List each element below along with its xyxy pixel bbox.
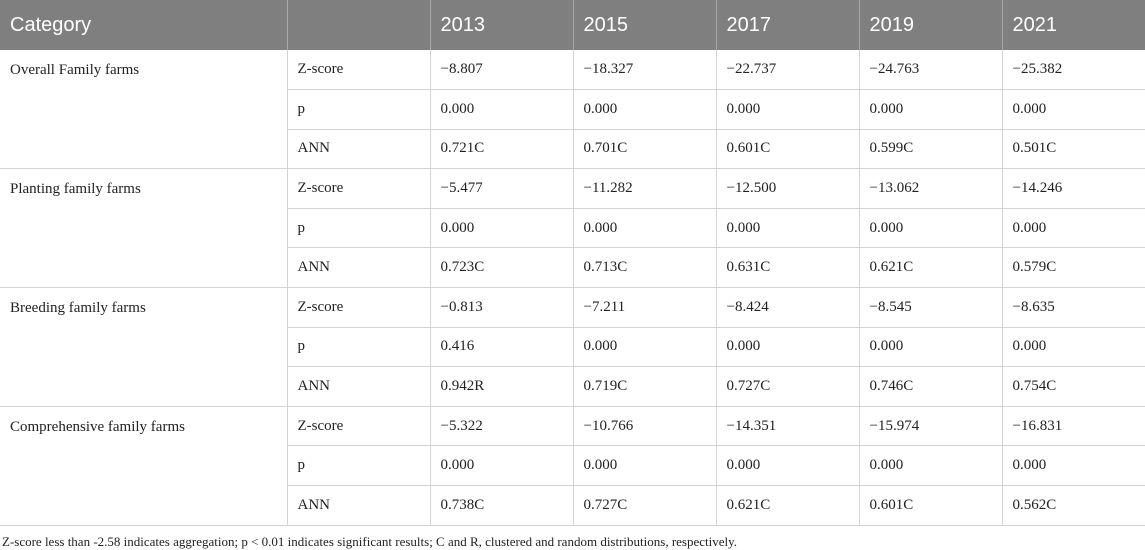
value-cell: 0.723C xyxy=(430,247,574,289)
value-cell: −22.737 xyxy=(716,50,860,91)
metric-cell: ANN xyxy=(287,247,431,289)
value-cell: −18.327 xyxy=(573,50,717,91)
header-year-2013: 2013 xyxy=(430,0,574,50)
value-cell: 0.000 xyxy=(1002,445,1145,487)
value-cell: 0.000 xyxy=(1002,327,1145,368)
value-cell: 0.601C xyxy=(716,129,860,170)
table-row: Planting family farms Z-score −5.477 −11… xyxy=(0,168,1145,289)
value-cell: 0.000 xyxy=(573,89,717,130)
value-cell: −8.635 xyxy=(1002,287,1145,328)
table-row: ANN 0.721C 0.701C 0.601C 0.599C 0.501C xyxy=(0,129,1145,170)
value-cell: 0.501C xyxy=(1002,129,1145,170)
value-cell: 0.000 xyxy=(716,89,860,130)
value-cell: 0.000 xyxy=(573,327,717,368)
header-year-2015: 2015 xyxy=(573,0,717,50)
table-row: ANN 0.738C 0.727C 0.621C 0.601C 0.562C xyxy=(0,485,1145,526)
metric-cell: p xyxy=(287,445,431,487)
table-footnote: Z-score less than -2.58 indicates aggreg… xyxy=(2,533,738,549)
category-cell: Overall Family farms xyxy=(0,50,288,170)
value-cell: 0.713C xyxy=(573,247,717,289)
header-row: Category 2013 2015 2017 2019 2021 xyxy=(0,0,1145,50)
value-cell: −14.351 xyxy=(716,406,860,447)
metric-cell: Z-score xyxy=(287,50,431,91)
header-year-2021: 2021 xyxy=(1002,0,1145,50)
table-row: ANN 0.942R 0.719C 0.727C 0.746C 0.754C xyxy=(0,366,1145,407)
header-year-2017: 2017 xyxy=(716,0,860,50)
value-cell: 0.000 xyxy=(859,327,1003,368)
value-cell: 0.000 xyxy=(430,89,574,130)
value-cell: −15.974 xyxy=(859,406,1003,447)
value-cell: 0.000 xyxy=(859,208,1003,249)
category-cell: Breeding family farms xyxy=(0,287,288,407)
value-cell: 0.000 xyxy=(430,208,574,249)
value-cell: 0.621C xyxy=(716,485,860,526)
value-cell: 0.719C xyxy=(573,366,717,407)
header-year-2019: 2019 xyxy=(859,0,1003,50)
header-metric xyxy=(287,0,431,50)
table-row: Breeding family farms Z-score −0.813 −7.… xyxy=(0,287,1145,407)
value-cell: −7.211 xyxy=(573,287,717,328)
value-cell: −11.282 xyxy=(573,168,717,209)
metric-cell: p xyxy=(287,327,431,368)
value-cell: −16.831 xyxy=(1002,406,1145,447)
value-cell: 0.000 xyxy=(859,89,1003,130)
table-row: p 0.000 0.000 0.000 0.000 0.000 xyxy=(0,208,1145,249)
value-cell: 0.000 xyxy=(859,445,1003,487)
value-cell: 0.000 xyxy=(716,445,860,487)
value-cell: 0.579C xyxy=(1002,247,1145,289)
metric-cell: ANN xyxy=(287,129,431,170)
value-cell: −12.500 xyxy=(716,168,860,209)
value-cell: 0.000 xyxy=(1002,208,1145,249)
header-category: Category xyxy=(0,0,288,50)
value-cell: 0.727C xyxy=(573,485,717,526)
value-cell: 0.631C xyxy=(716,247,860,289)
metric-cell: ANN xyxy=(287,366,431,407)
value-cell: −8.545 xyxy=(859,287,1003,328)
value-cell: 0.599C xyxy=(859,129,1003,170)
value-cell: −8.424 xyxy=(716,287,860,328)
category-cell: Comprehensive family farms xyxy=(0,406,288,526)
value-cell: 0.727C xyxy=(716,366,860,407)
value-cell: 0.942R xyxy=(430,366,574,407)
value-cell: 0.601C xyxy=(859,485,1003,526)
metric-cell: p xyxy=(287,208,431,249)
table-row: p 0.416 0.000 0.000 0.000 0.000 xyxy=(0,327,1145,368)
value-cell: −10.766 xyxy=(573,406,717,447)
table-row: p 0.000 0.000 0.000 0.000 0.000 xyxy=(0,445,1145,487)
value-cell: 0.701C xyxy=(573,129,717,170)
value-cell: −0.813 xyxy=(430,287,574,328)
table-row: Comprehensive family farms Z-score −5.32… xyxy=(0,406,1145,526)
metric-cell: Z-score xyxy=(287,168,431,209)
value-cell: 0.000 xyxy=(716,327,860,368)
metric-cell: Z-score xyxy=(287,406,431,447)
metric-cell: Z-score xyxy=(287,287,431,328)
value-cell: 0.738C xyxy=(430,485,574,526)
value-cell: 0.000 xyxy=(430,445,574,487)
value-cell: −25.382 xyxy=(1002,50,1145,91)
value-cell: 0.721C xyxy=(430,129,574,170)
value-cell: 0.416 xyxy=(430,327,574,368)
metric-cell: p xyxy=(287,89,431,130)
results-table: Category 2013 2015 2017 2019 2021 Overal… xyxy=(0,0,1145,526)
table-row: ANN 0.723C 0.713C 0.631C 0.621C 0.579C xyxy=(0,247,1145,289)
category-cell: Planting family farms xyxy=(0,168,288,289)
value-cell: 0.000 xyxy=(1002,89,1145,130)
value-cell: −5.477 xyxy=(430,168,574,209)
value-cell: −14.246 xyxy=(1002,168,1145,209)
metric-cell: ANN xyxy=(287,485,431,526)
value-cell: −5.322 xyxy=(430,406,574,447)
table-row: Overall Family farms Z-score −8.807 −18.… xyxy=(0,50,1145,170)
value-cell: 0.000 xyxy=(573,445,717,487)
value-cell: 0.000 xyxy=(573,208,717,249)
table-row: p 0.000 0.000 0.000 0.000 0.000 xyxy=(0,89,1145,130)
value-cell: 0.754C xyxy=(1002,366,1145,407)
value-cell: −24.763 xyxy=(859,50,1003,91)
value-cell: 0.562C xyxy=(1002,485,1145,526)
value-cell: 0.621C xyxy=(859,247,1003,289)
value-cell: 0.746C xyxy=(859,366,1003,407)
value-cell: 0.000 xyxy=(716,208,860,249)
value-cell: −8.807 xyxy=(430,50,574,91)
value-cell: −13.062 xyxy=(859,168,1003,209)
